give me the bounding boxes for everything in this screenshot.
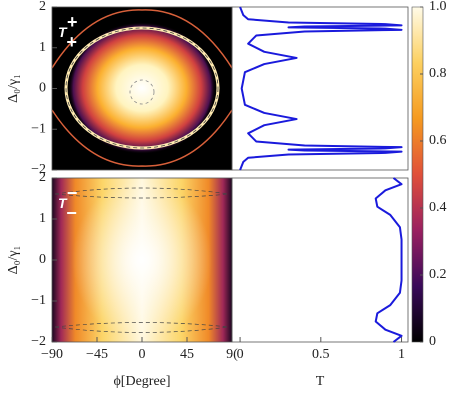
heatmap-top — [51, 7, 233, 170]
y-tick-label: −2 — [31, 162, 46, 177]
frame — [231, 177, 409, 343]
x-axis-label: ϕ[Degree] — [113, 374, 170, 389]
y-axis-label: Δ₀/γ₁ — [6, 74, 21, 103]
annotation-sub: − — [66, 203, 77, 223]
colorbar-tick-label: 0 — [429, 334, 436, 349]
x-tick-label: 9( — [226, 347, 238, 362]
x-tick-label: 0 — [139, 347, 146, 362]
annotation: T+ + — [58, 12, 78, 52]
frame — [231, 6, 409, 171]
y-tick-label: 1 — [39, 40, 46, 55]
colorbar — [411, 6, 424, 343]
y-axis-label: Δ₀/γ₁ — [6, 246, 21, 275]
heatmap-bottom — [52, 178, 232, 342]
x-tick-label: 0 — [237, 347, 244, 362]
x-axis-label: T — [316, 374, 325, 389]
annotation-text: T — [58, 24, 68, 40]
y-tick-label: 0 — [39, 252, 46, 267]
x-tick-label: 0.5 — [312, 347, 330, 362]
line — [374, 177, 403, 343]
annotation-sub: + — [66, 32, 77, 52]
colorbar-tick-label: 0.2 — [429, 267, 447, 282]
y-tick-label: 2 — [39, 170, 46, 185]
line — [239, 6, 403, 171]
annotation: T− − — [58, 183, 78, 223]
x-tick-label: 1 — [398, 347, 405, 362]
y-tick-label: −1 — [31, 121, 46, 136]
colorbar-tick-label: 1.0 — [429, 0, 447, 14]
y-tick-label: 0 — [39, 81, 46, 96]
colorbar-tick-label: 0.8 — [429, 66, 447, 81]
annotation-text: T — [58, 195, 68, 211]
annotation-sup: + — [67, 12, 78, 32]
colorbar-tick-label: 0.6 — [429, 133, 447, 148]
y-tick-label: −2 — [31, 334, 46, 349]
x-tick-label: −90 — [41, 347, 63, 362]
x-tick-label: −45 — [86, 347, 108, 362]
y-tick-label: 2 — [39, 0, 46, 14]
y-tick-label: 1 — [39, 211, 46, 226]
y-tick-label: −1 — [31, 293, 46, 308]
colorbar-tick-label: 0.4 — [429, 200, 447, 215]
x-tick-label: 45 — [180, 347, 194, 362]
annotation-sup: − — [67, 183, 78, 203]
